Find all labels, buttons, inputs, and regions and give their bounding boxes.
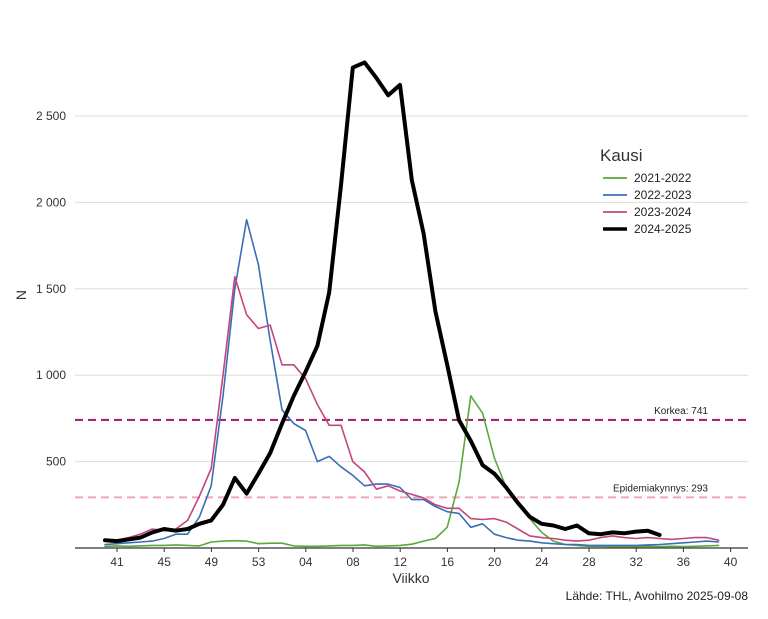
legend-title: Kausi <box>600 146 643 165</box>
source-caption: Lähde: THL, Avohilmo 2025-09-08 <box>566 589 749 603</box>
series-line-2021-2022 <box>104 395 720 548</box>
series-layer <box>103 60 720 548</box>
x-tick-label: 53 <box>252 555 266 569</box>
x-tick-label: 45 <box>158 555 172 569</box>
series-line-2023-2024 <box>104 275 720 542</box>
series-line-2022-2023 <box>104 218 720 547</box>
y-tick-label: 1 500 <box>36 282 66 296</box>
x-tick-label: 40 <box>724 555 738 569</box>
threshold-label-epidemiakynnys: Epidemiakynnys: 293 <box>613 483 708 494</box>
x-axis-title: Viikko <box>392 570 429 586</box>
x-tick-labels: 41 45 49 53 04 08 12 16 20 24 28 32 36 40 <box>110 548 738 569</box>
x-tick-label: 12 <box>394 555 408 569</box>
threshold-layer: Korkea: 741 Epidemiakynnys: 293 <box>75 406 748 499</box>
legend-item-2023-2024: 2023-2024 <box>634 205 692 219</box>
x-tick-label: 28 <box>582 555 596 569</box>
y-tick-label: 2 000 <box>36 195 66 209</box>
x-tick-label: 32 <box>630 555 644 569</box>
threshold-label-korkea: Korkea: 741 <box>654 406 708 417</box>
x-tick-label: 20 <box>488 555 502 569</box>
legend: Kausi 2021-2022 2022-2023 2023-2024 2024-20… <box>600 146 692 236</box>
y-tick-labels: 500 1 000 1 500 2 000 2 500 <box>36 109 66 469</box>
x-tick-label: 41 <box>110 555 124 569</box>
legend-item-2022-2023: 2022-2023 <box>634 188 692 202</box>
x-tick-label: 36 <box>677 555 691 569</box>
grid-layer <box>75 115 748 463</box>
y-axis-title: N <box>13 290 29 300</box>
y-tick-label: 1 000 <box>36 368 66 382</box>
legend-item-2024-2025: 2024-2025 <box>634 222 692 236</box>
x-tick-label: 49 <box>205 555 219 569</box>
legend-item-2021-2022: 2021-2022 <box>634 171 692 185</box>
x-tick-label: 16 <box>441 555 455 569</box>
x-tick-label: 04 <box>299 555 313 569</box>
series-line-2024-2025 <box>103 60 662 544</box>
x-tick-label: 24 <box>535 555 549 569</box>
y-tick-label: 2 500 <box>36 109 66 123</box>
y-tick-label: 500 <box>46 455 66 469</box>
x-tick-label: 08 <box>346 555 360 569</box>
